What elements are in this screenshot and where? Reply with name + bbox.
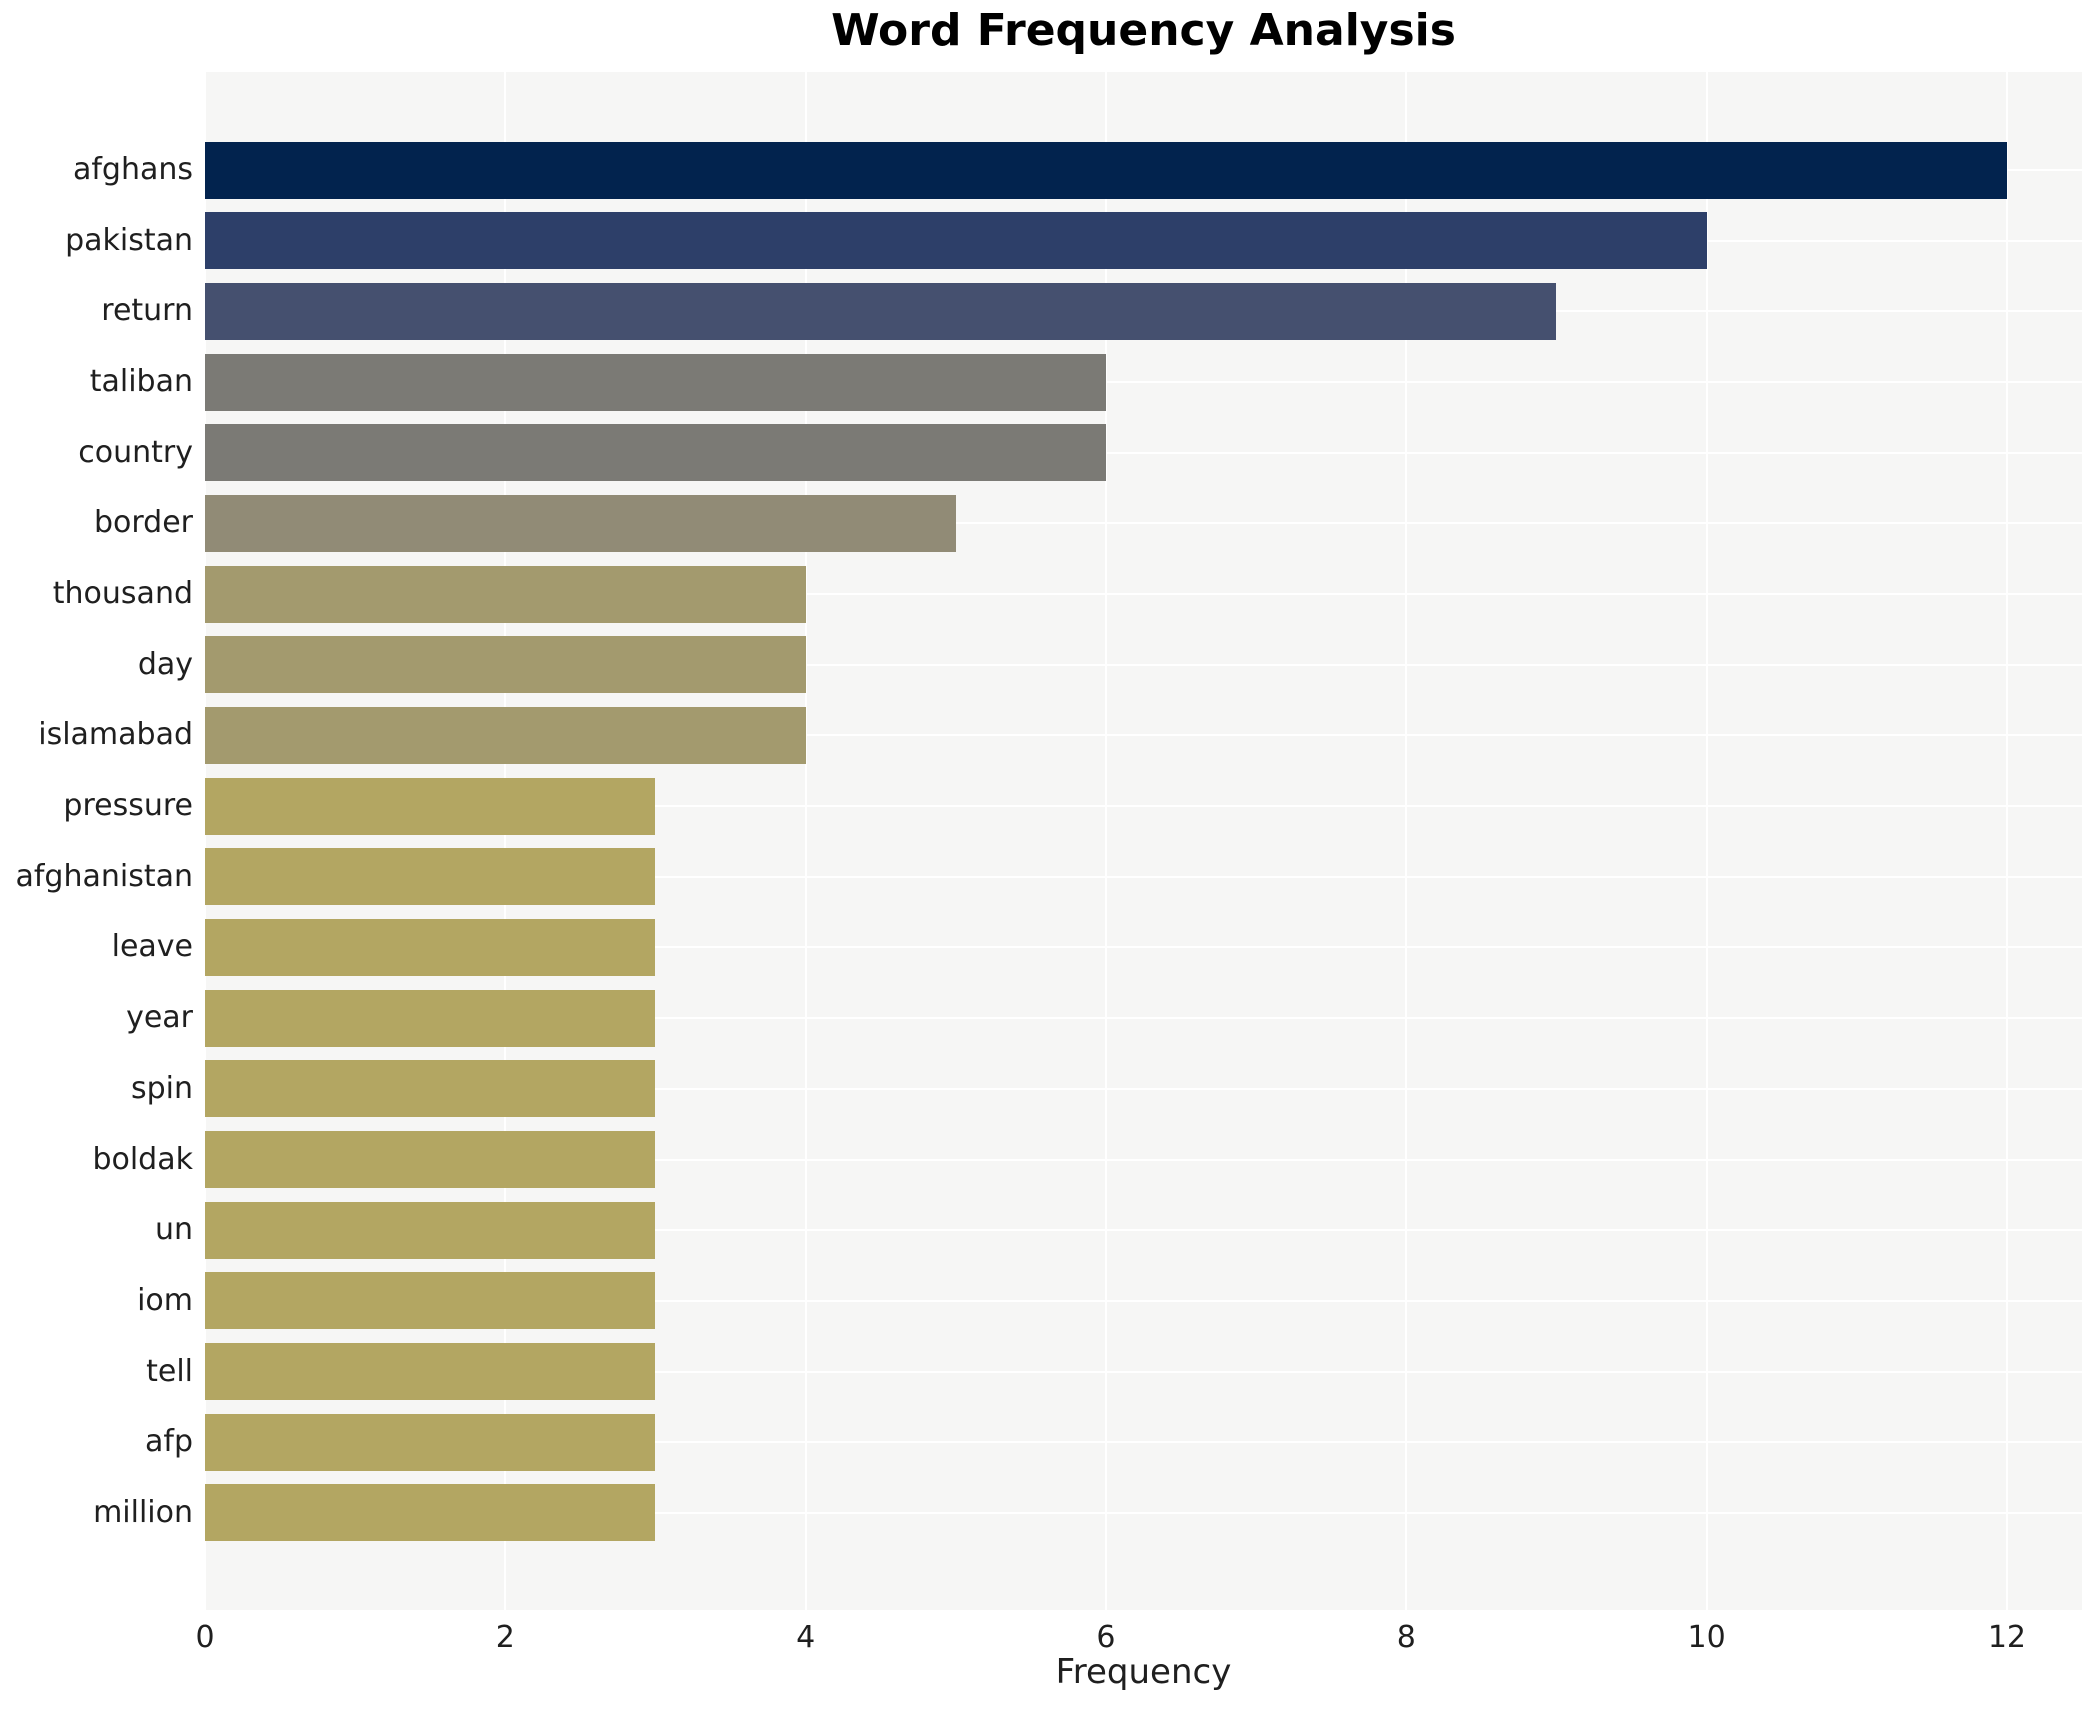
bar-border bbox=[205, 494, 956, 552]
horizontal-gridline-afp bbox=[205, 1441, 2082, 1444]
bar-iom bbox=[205, 1272, 656, 1330]
vertical-gridline-4 bbox=[804, 72, 807, 1610]
horizontal-gridline-boldak bbox=[205, 1158, 2082, 1161]
y-tick-label-taliban: taliban bbox=[89, 364, 193, 400]
y-tick-label-thousand: thousand bbox=[52, 576, 193, 612]
bar-spin bbox=[205, 1060, 656, 1118]
y-tick-label-boldak: boldak bbox=[92, 1141, 193, 1177]
y-tick-label-day: day bbox=[137, 646, 193, 682]
horizontal-gridline-year bbox=[205, 1017, 2082, 1020]
vertical-gridline-2 bbox=[504, 72, 507, 1610]
y-tick-label-pakistan: pakistan bbox=[65, 222, 193, 258]
y-tick-label-spin: spin bbox=[130, 1070, 193, 1106]
horizontal-gridline-country bbox=[205, 451, 2082, 454]
bar-afghanistan bbox=[205, 848, 656, 906]
y-tick-label-un: un bbox=[154, 1212, 193, 1248]
x-tick-label-12: 12 bbox=[1987, 1620, 2026, 1655]
horizontal-gridline-taliban bbox=[205, 381, 2082, 384]
bar-country bbox=[205, 424, 1106, 482]
vertical-gridline-8 bbox=[1405, 72, 1408, 1610]
vertical-gridline-10 bbox=[1705, 72, 1708, 1610]
y-tick-label-year: year bbox=[126, 1000, 193, 1036]
chart-title: Word Frequency Analysis bbox=[831, 5, 1456, 56]
bar-afghans bbox=[205, 141, 2007, 199]
bar-leave bbox=[205, 918, 656, 976]
y-tick-label-afghanistan: afghanistan bbox=[15, 858, 193, 894]
bar-pressure bbox=[205, 777, 656, 835]
horizontal-gridline-afghanistan bbox=[205, 875, 2082, 878]
vertical-gridline-12 bbox=[2005, 72, 2008, 1610]
y-tick-label-islamabad: islamabad bbox=[38, 717, 193, 753]
horizontal-gridline-thousand bbox=[205, 593, 2082, 596]
vertical-gridline-0 bbox=[204, 72, 206, 1610]
x-tick-label-8: 8 bbox=[1396, 1620, 1416, 1655]
bar-return bbox=[205, 282, 1557, 340]
horizontal-gridline-million bbox=[205, 1511, 2082, 1514]
bar-un bbox=[205, 1201, 656, 1259]
y-tick-label-leave: leave bbox=[111, 929, 193, 965]
vertical-gridline-6 bbox=[1104, 72, 1107, 1610]
y-tick-label-return: return bbox=[101, 293, 193, 329]
x-tick-label-4: 4 bbox=[796, 1620, 816, 1655]
bar-day bbox=[205, 636, 806, 694]
bar-year bbox=[205, 989, 656, 1047]
y-axis-labels: afghans pakistan return taliban country borde… bbox=[0, 72, 193, 1610]
y-tick-label-country: country bbox=[78, 434, 193, 470]
x-tick-label-6: 6 bbox=[1096, 1620, 1116, 1655]
y-tick-label-afp: afp bbox=[145, 1424, 193, 1460]
horizontal-gridline-border bbox=[205, 522, 2082, 525]
y-tick-label-tell: tell bbox=[146, 1353, 193, 1389]
horizontal-gridline-pressure bbox=[205, 805, 2082, 808]
x-tick-label-10: 10 bbox=[1687, 1620, 1726, 1655]
y-tick-label-million: million bbox=[93, 1494, 193, 1530]
horizontal-gridline-iom bbox=[205, 1299, 2082, 1302]
bar-pakistan bbox=[205, 212, 1707, 270]
bar-tell bbox=[205, 1343, 656, 1401]
horizontal-gridline-spin bbox=[205, 1087, 2082, 1090]
bar-thousand bbox=[205, 565, 806, 623]
y-tick-label-border: border bbox=[93, 505, 193, 541]
y-tick-label-pressure: pressure bbox=[63, 788, 193, 824]
bar-boldak bbox=[205, 1131, 656, 1189]
horizontal-gridline-day bbox=[205, 663, 2082, 666]
x-tick-label-0: 0 bbox=[195, 1620, 215, 1655]
horizontal-gridline-tell bbox=[205, 1370, 2082, 1373]
horizontal-gridline-leave bbox=[205, 946, 2082, 949]
x-tick-label-2: 2 bbox=[495, 1620, 515, 1655]
plot-area bbox=[204, 72, 2082, 1610]
bar-afp bbox=[205, 1413, 656, 1471]
bar-taliban bbox=[205, 353, 1106, 411]
x-axis-title: Frequency bbox=[1055, 1652, 1232, 1692]
horizontal-gridline-un bbox=[205, 1229, 2082, 1232]
y-tick-label-afghans: afghans bbox=[72, 152, 193, 187]
bar-islamabad bbox=[205, 706, 806, 764]
horizontal-gridline-islamabad bbox=[205, 734, 2082, 737]
bar-million bbox=[205, 1484, 656, 1542]
y-tick-label-iom: iom bbox=[137, 1282, 193, 1318]
